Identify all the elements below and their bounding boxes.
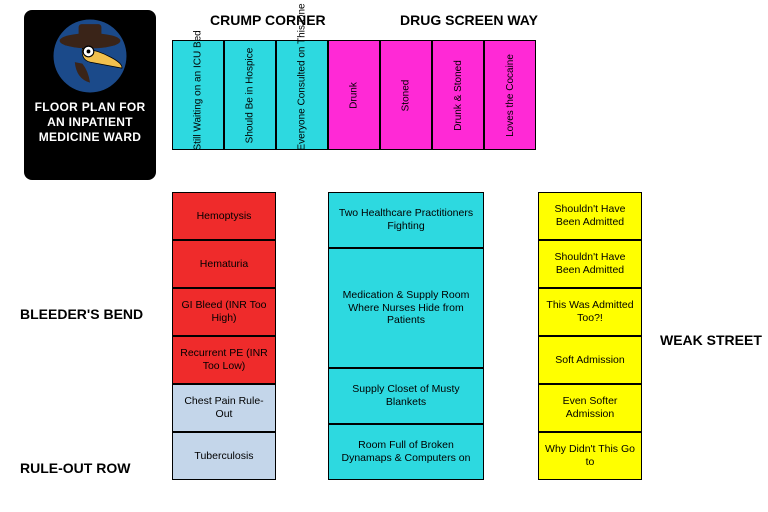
top-row: Still Waiting on an ICU BedShould Be in … — [172, 40, 536, 150]
top-cell: Should Be in Hospice — [224, 40, 276, 150]
street-ruleout: RULE-OUT ROW — [20, 460, 130, 476]
right-column: Shouldn't Have Been AdmittedShouldn't Ha… — [538, 192, 642, 480]
room-cell: Tuberculosis — [172, 432, 276, 480]
room-cell: Why Didn't This Go to — [538, 432, 642, 480]
room-cell: Hemoptysis — [172, 192, 276, 240]
street-crump: CRUMP CORNER — [210, 12, 326, 28]
room-cell: Chest Pain Rule-Out — [172, 384, 276, 432]
top-cell: Everyone Consulted on This One — [276, 40, 328, 150]
room-cell: Supply Closet of Musty Blankets — [328, 368, 484, 424]
room-cell: This Was Admitted Too?! — [538, 288, 642, 336]
badge-title: FLOOR PLAN FOR AN INPATIENT MEDICINE WAR… — [30, 100, 150, 145]
center-column: Two Healthcare Practitioners FightingMed… — [328, 192, 484, 480]
plague-doctor-icon — [52, 18, 128, 94]
top-cell: Still Waiting on an ICU Bed — [172, 40, 224, 150]
room-cell: Medication & Supply Room Where Nurses Hi… — [328, 248, 484, 368]
room-cell: GI Bleed (INR Too High) — [172, 288, 276, 336]
room-cell: Hematuria — [172, 240, 276, 288]
room-cell: Shouldn't Have Been Admitted — [538, 240, 642, 288]
room-cell: Room Full of Broken Dynamaps & Computers… — [328, 424, 484, 480]
top-cell: Stoned — [380, 40, 432, 150]
room-cell: Even Softer Admission — [538, 384, 642, 432]
room-cell: Recurrent PE (INR Too Low) — [172, 336, 276, 384]
top-cell: Drunk & Stoned — [432, 40, 484, 150]
street-bleeders: BLEEDER'S BEND — [20, 306, 143, 322]
top-cell: Drunk — [328, 40, 380, 150]
street-drug: DRUG SCREEN WAY — [400, 12, 538, 28]
top-cell: Loves the Cocaine — [484, 40, 536, 150]
title-badge: FLOOR PLAN FOR AN INPATIENT MEDICINE WAR… — [24, 10, 156, 180]
street-weak: WEAK STREET — [660, 332, 762, 348]
room-cell: Two Healthcare Practitioners Fighting — [328, 192, 484, 248]
left-column: HemoptysisHematuriaGI Bleed (INR Too Hig… — [172, 192, 276, 480]
room-cell: Shouldn't Have Been Admitted — [538, 192, 642, 240]
room-cell: Soft Admission — [538, 336, 642, 384]
